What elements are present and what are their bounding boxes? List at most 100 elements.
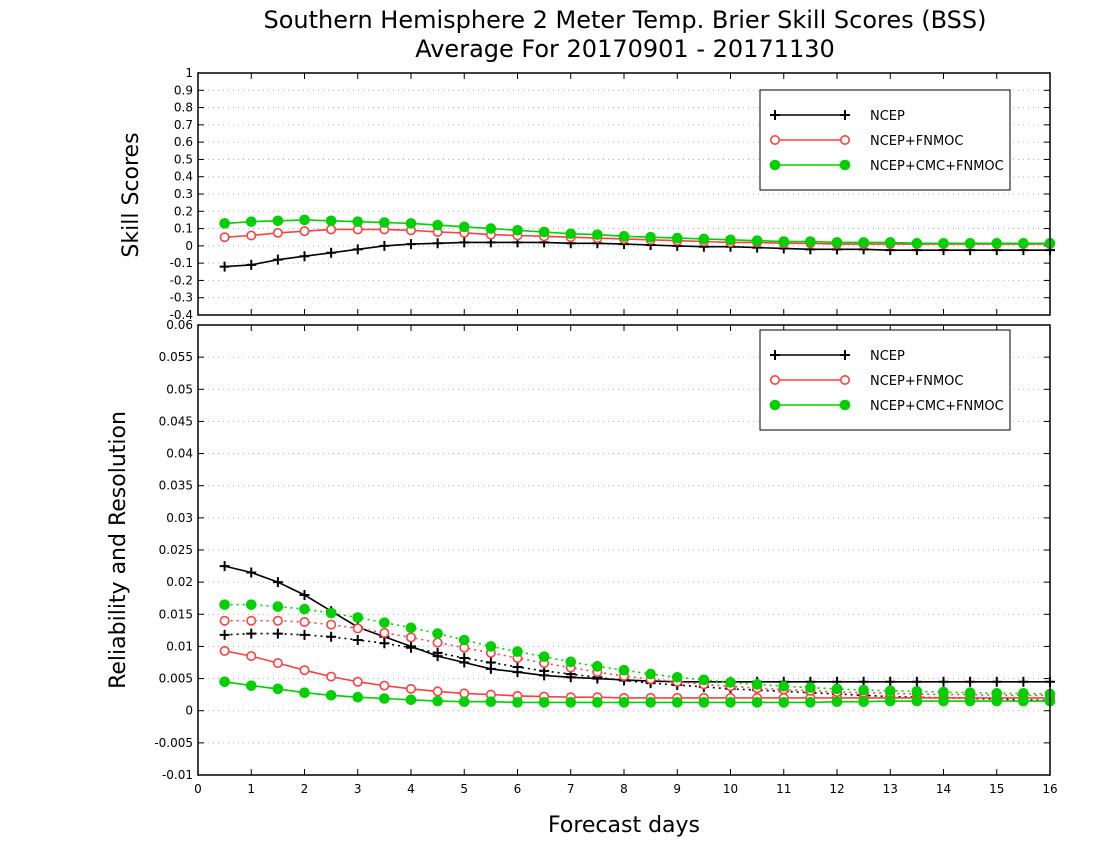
data-point <box>565 228 577 240</box>
data-point <box>379 617 390 628</box>
y-tick-label: -0.3 <box>170 291 193 305</box>
data-point <box>885 676 896 687</box>
data-point <box>698 233 710 245</box>
data-point <box>326 247 337 258</box>
y-tick-label: 0.1 <box>174 222 193 236</box>
legend-marker <box>839 159 851 171</box>
legend-label: NCEP+CMC+FNMOC <box>870 159 1004 174</box>
data-point <box>751 697 763 708</box>
data-point <box>352 623 363 634</box>
data-point <box>911 686 923 697</box>
data-point <box>299 590 310 600</box>
data-point <box>352 216 364 227</box>
legend-marker <box>769 399 781 411</box>
data-point <box>1018 676 1029 687</box>
legend-marker <box>769 374 780 385</box>
data-point <box>246 628 257 639</box>
y-tick-label: 0.025 <box>159 543 193 557</box>
data-point <box>618 664 630 676</box>
data-point <box>299 665 310 676</box>
data-point <box>246 259 257 270</box>
data-point <box>272 254 283 265</box>
data-point <box>778 236 790 247</box>
y-tick-label: 0.045 <box>159 414 193 428</box>
data-point <box>432 238 443 249</box>
data-point <box>751 679 763 690</box>
data-point <box>485 223 497 234</box>
data-point <box>592 661 603 672</box>
y-tick-label: 1 <box>185 66 193 80</box>
data-point <box>246 230 257 241</box>
data-point <box>831 696 843 708</box>
y-tick-label: -0.005 <box>154 736 193 750</box>
data-point <box>698 697 710 708</box>
data-point <box>272 658 283 669</box>
data-point <box>352 635 363 645</box>
data-point <box>406 642 416 653</box>
legend-marker <box>770 350 780 360</box>
data-point <box>299 214 310 226</box>
data-point <box>805 236 816 247</box>
data-point <box>379 680 390 691</box>
legend: NCEP NCEP+FNMOC NCEP+CMC+FNMOC <box>759 329 1011 431</box>
series-ncep-cmc-fnmoc <box>219 214 1056 249</box>
data-point <box>299 226 310 237</box>
y-tick-label: 0.06 <box>166 318 193 332</box>
data-point <box>432 637 443 648</box>
data-point <box>991 237 1003 249</box>
skill-scores-panel: -0.4 -0.3 -0.2 -0.1 0 0.1 0.2 0.3 0.4 0.5 0.6 0.7 0.… <box>119 66 1056 322</box>
data-point <box>911 237 923 249</box>
data-point <box>352 691 364 703</box>
y-tick-label: 0.04 <box>166 447 193 461</box>
data-point <box>219 629 230 640</box>
data-point <box>565 656 577 668</box>
chart-title-line-2: Average For 20170901 - 20171130 <box>415 35 835 63</box>
y-tick-label: 0.05 <box>166 382 193 396</box>
x-tick-label: 13 <box>883 782 898 796</box>
x-tick-label: 6 <box>514 782 522 796</box>
data-point <box>671 671 683 683</box>
y-tick-label: 0 <box>185 704 193 718</box>
data-point <box>751 235 763 246</box>
data-point <box>458 634 470 646</box>
data-point <box>725 697 736 708</box>
x-tick-label: 3 <box>354 782 362 796</box>
legend-marker <box>769 135 780 146</box>
plot-frame <box>197 72 1051 316</box>
data-point <box>246 567 257 578</box>
data-point <box>458 696 470 708</box>
data-point <box>991 688 1003 699</box>
data-point <box>831 237 843 248</box>
legend-label: NCEP <box>870 109 905 124</box>
data-point <box>245 680 257 691</box>
y-tick-label: 0.2 <box>174 204 193 218</box>
x-tick-label: 2 <box>301 782 309 796</box>
data-point <box>405 683 416 694</box>
series-ncep <box>219 237 1055 272</box>
data-point <box>272 683 284 695</box>
y-tick-label: 0.5 <box>174 152 193 166</box>
y-tick-label: 0.9 <box>174 83 193 97</box>
data-point <box>858 237 869 248</box>
y-tick-label: -0.2 <box>170 273 193 287</box>
legend-marker <box>769 159 781 171</box>
x-tick-label: 7 <box>567 782 575 796</box>
y-tick-label: 0.035 <box>159 479 193 493</box>
data-point <box>458 221 470 233</box>
legend-label: NCEP+FNMOC <box>870 374 963 389</box>
data-point <box>272 215 284 227</box>
data-point <box>272 601 284 612</box>
data-point <box>884 695 896 707</box>
data-point <box>272 577 283 588</box>
data-point <box>299 251 310 262</box>
data-point <box>592 697 603 708</box>
data-point <box>938 237 949 249</box>
data-point <box>379 217 390 228</box>
data-point <box>592 229 603 240</box>
data-point <box>618 697 630 708</box>
data-point <box>805 697 816 708</box>
y-tick-label: 0.02 <box>166 575 193 589</box>
data-point <box>538 651 550 663</box>
data-point <box>299 616 310 627</box>
x-tick-label: 14 <box>936 782 951 796</box>
